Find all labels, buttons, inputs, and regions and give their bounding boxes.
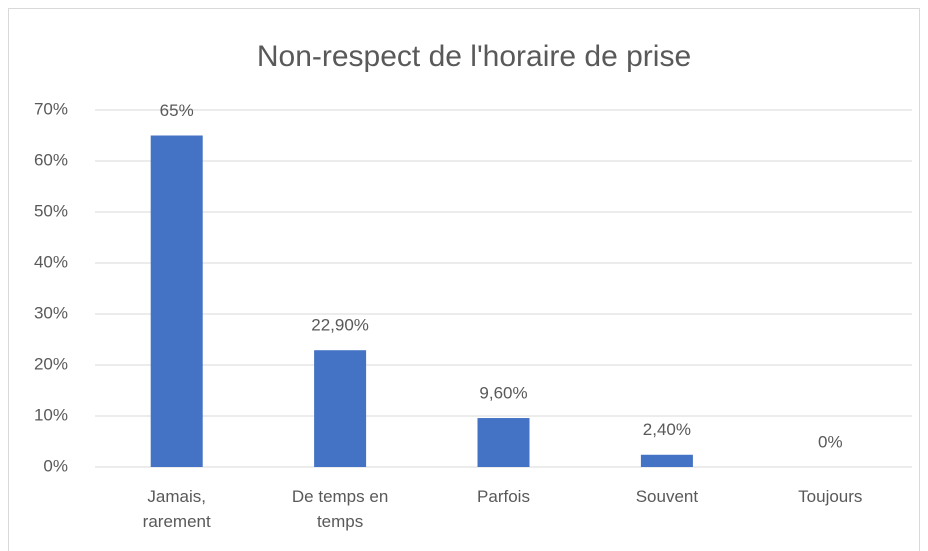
y-tick-label: 40% bbox=[34, 252, 68, 271]
data-label: 9,60% bbox=[479, 384, 527, 403]
y-tick-label: 60% bbox=[34, 150, 68, 169]
data-label: 2,40% bbox=[643, 420, 691, 439]
y-tick-label: 0% bbox=[43, 456, 68, 475]
x-tick-label: Toujours bbox=[798, 487, 862, 506]
y-tick-label: 70% bbox=[34, 99, 68, 118]
chart-title: Non-respect de l'horaire de prise bbox=[257, 40, 691, 73]
y-tick-label: 10% bbox=[34, 405, 68, 424]
y-tick-label: 50% bbox=[34, 201, 68, 220]
x-tick-label: Jamais, rarement bbox=[143, 487, 211, 531]
bar bbox=[477, 418, 530, 467]
chart-border bbox=[8, 8, 920, 551]
data-label: 0% bbox=[818, 432, 843, 451]
y-tick-label: 30% bbox=[34, 303, 68, 322]
bar bbox=[314, 350, 367, 467]
y-tick-label: 20% bbox=[34, 354, 68, 373]
bar bbox=[150, 135, 203, 467]
x-tick-label: Parfois bbox=[477, 487, 530, 506]
x-tick-label: De temps en temps bbox=[292, 487, 388, 531]
data-label: 22,90% bbox=[311, 316, 369, 335]
x-tick-label: Souvent bbox=[636, 487, 699, 506]
data-label: 65% bbox=[160, 101, 194, 120]
bar bbox=[640, 454, 693, 467]
